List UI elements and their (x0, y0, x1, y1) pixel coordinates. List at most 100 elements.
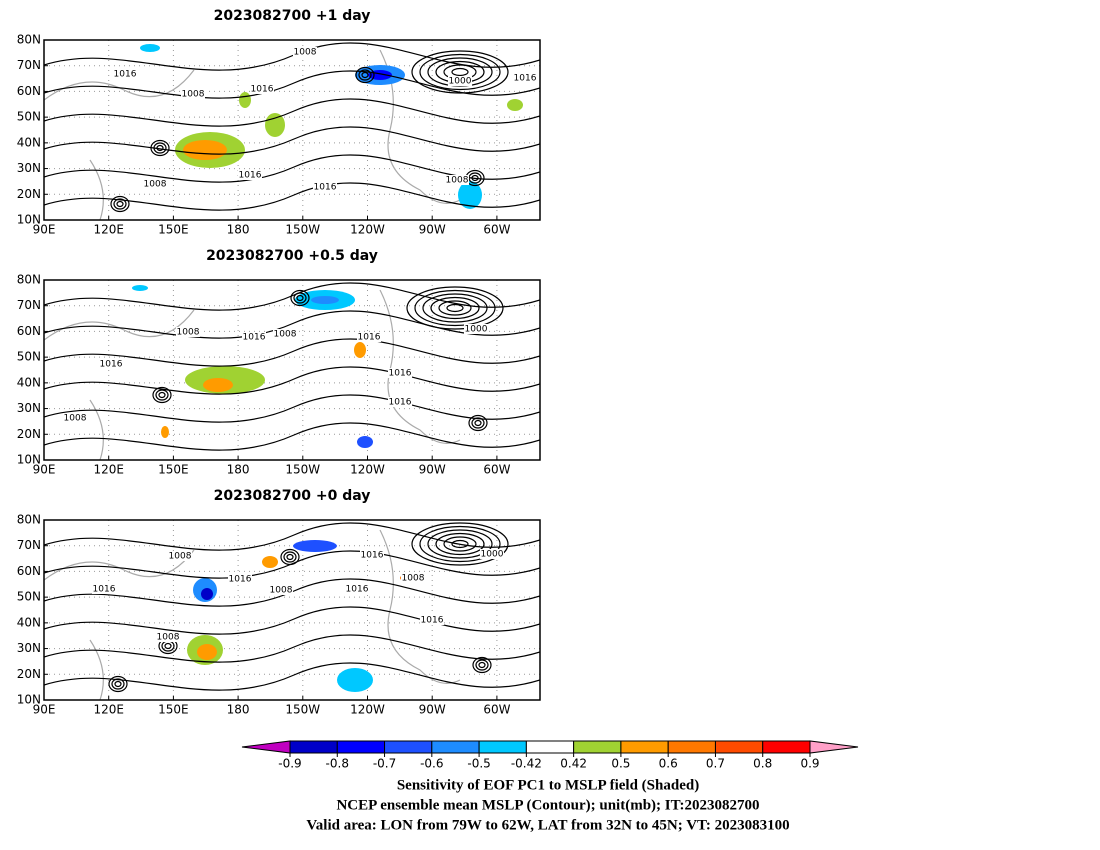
lon-label: 90W (419, 223, 446, 237)
contour-label: 1008 (294, 48, 317, 58)
contour (158, 391, 166, 399)
map-panel: 2023082700 +0.5 day 80N 70N 60N 50N 40N 30N 20N… (17, 248, 541, 477)
contour (153, 142, 167, 154)
contour (427, 529, 493, 559)
panel-title: 2023082700 +0.5 day (206, 248, 378, 264)
contour (296, 294, 304, 302)
contour (44, 394, 540, 423)
lon-label: 180 (227, 703, 250, 717)
colorbar-arrow (241, 740, 291, 754)
contour (44, 310, 540, 339)
sensitivity-shading (265, 113, 285, 137)
colorbar-label: -0.8 (326, 757, 349, 771)
lon-label: 150W (285, 703, 320, 717)
coastline (44, 529, 461, 700)
contour (283, 551, 297, 563)
lon-label: 90E (33, 703, 56, 717)
contour-label-bg (388, 368, 412, 378)
contour (438, 300, 472, 316)
lat-label: 40N (17, 615, 41, 629)
contour (355, 66, 375, 84)
contour (475, 659, 489, 671)
contour-label: 1016 (514, 74, 537, 84)
colorbar-box (336, 740, 386, 754)
contour (443, 536, 477, 552)
lat-label: 40N (17, 375, 41, 389)
contour-label: 1016 (251, 85, 274, 95)
contour (155, 389, 169, 401)
contour-label: 1008 (182, 90, 205, 100)
contour (44, 606, 540, 635)
sensitivity-shading (507, 99, 523, 111)
contour (44, 366, 540, 395)
caption: Sensitivity of EOF PC1 to MSLP field (Sh… (397, 777, 699, 793)
contour-label: 1016 (361, 551, 384, 561)
lon-label: 120E (93, 463, 124, 477)
contour-label-bg (313, 182, 337, 192)
lat-label: 80N (17, 273, 41, 287)
colorbar-label: -0.6 (420, 757, 443, 771)
contour-label-bg (156, 632, 180, 642)
caption: NCEP ensemble mean MSLP (Contour); unit(… (336, 797, 759, 813)
contour-label-bg (63, 413, 87, 423)
lat-label: 50N (17, 110, 41, 124)
contour (44, 522, 540, 551)
sensitivity-shading (140, 44, 160, 52)
contour (406, 286, 504, 330)
contour (422, 293, 488, 323)
contour (161, 640, 175, 652)
panel-title: 2023082700 +1 day (214, 8, 371, 24)
lat-label: 20N (17, 427, 41, 441)
sensitivity-shading (311, 296, 339, 304)
colorbar: -0.9 -0.8 -0.7 -0.6 -0.5 -0.42 0.42 0.5 0.6 0.7 0.… (241, 740, 859, 771)
contour-label: 1008 (144, 180, 167, 190)
map-content (44, 280, 540, 460)
contour (411, 522, 509, 566)
contour (150, 139, 170, 157)
contour-label-bg (293, 47, 317, 57)
contour-label-bg (273, 329, 297, 339)
contour (44, 550, 540, 579)
map-frame (43, 279, 541, 461)
contour (451, 67, 469, 77)
contour-label: 1016 (239, 171, 262, 181)
contour (44, 578, 540, 607)
contour-label-bg (401, 573, 425, 583)
contour-label-bg (513, 73, 537, 83)
contour (44, 634, 540, 663)
colorbar-box (714, 740, 764, 754)
contour-label: 1016 (346, 585, 369, 595)
contour (110, 195, 130, 213)
contour-label: 1008 (157, 633, 180, 643)
lon-label: 150E (158, 703, 189, 717)
contour (471, 174, 479, 182)
sensitivity-shading (183, 140, 227, 160)
lat-label: 30N (17, 641, 41, 655)
colorbar-label: 0.5 (611, 757, 630, 771)
contour (472, 656, 492, 674)
colorbar-label: 0.7 (706, 757, 725, 771)
colorbar-label: -0.9 (278, 757, 301, 771)
map-frame (43, 519, 541, 701)
contour (419, 53, 501, 91)
panel-title: 2023082700 +0 day (214, 488, 371, 504)
contour (111, 678, 125, 690)
contour-label: 1016 (93, 585, 116, 595)
sensitivity-shading (293, 540, 337, 552)
lat-label: 50N (17, 350, 41, 364)
lon-label: 60W (483, 703, 510, 717)
sensitivity-shading (161, 426, 169, 438)
contour-label-bg (357, 332, 381, 342)
sensitivity-shading (132, 285, 148, 291)
contour-label-bg (420, 615, 444, 625)
lon-label: 60W (483, 463, 510, 477)
lat-label: 60N (17, 84, 41, 98)
contour (44, 126, 540, 155)
contour-label-bg (113, 69, 137, 79)
contour-label: 1008 (446, 176, 469, 186)
contour (411, 50, 509, 94)
contour-label-bg (176, 327, 200, 337)
contour-label: 1000 (449, 77, 472, 87)
contour-label: 1000 (465, 325, 488, 335)
